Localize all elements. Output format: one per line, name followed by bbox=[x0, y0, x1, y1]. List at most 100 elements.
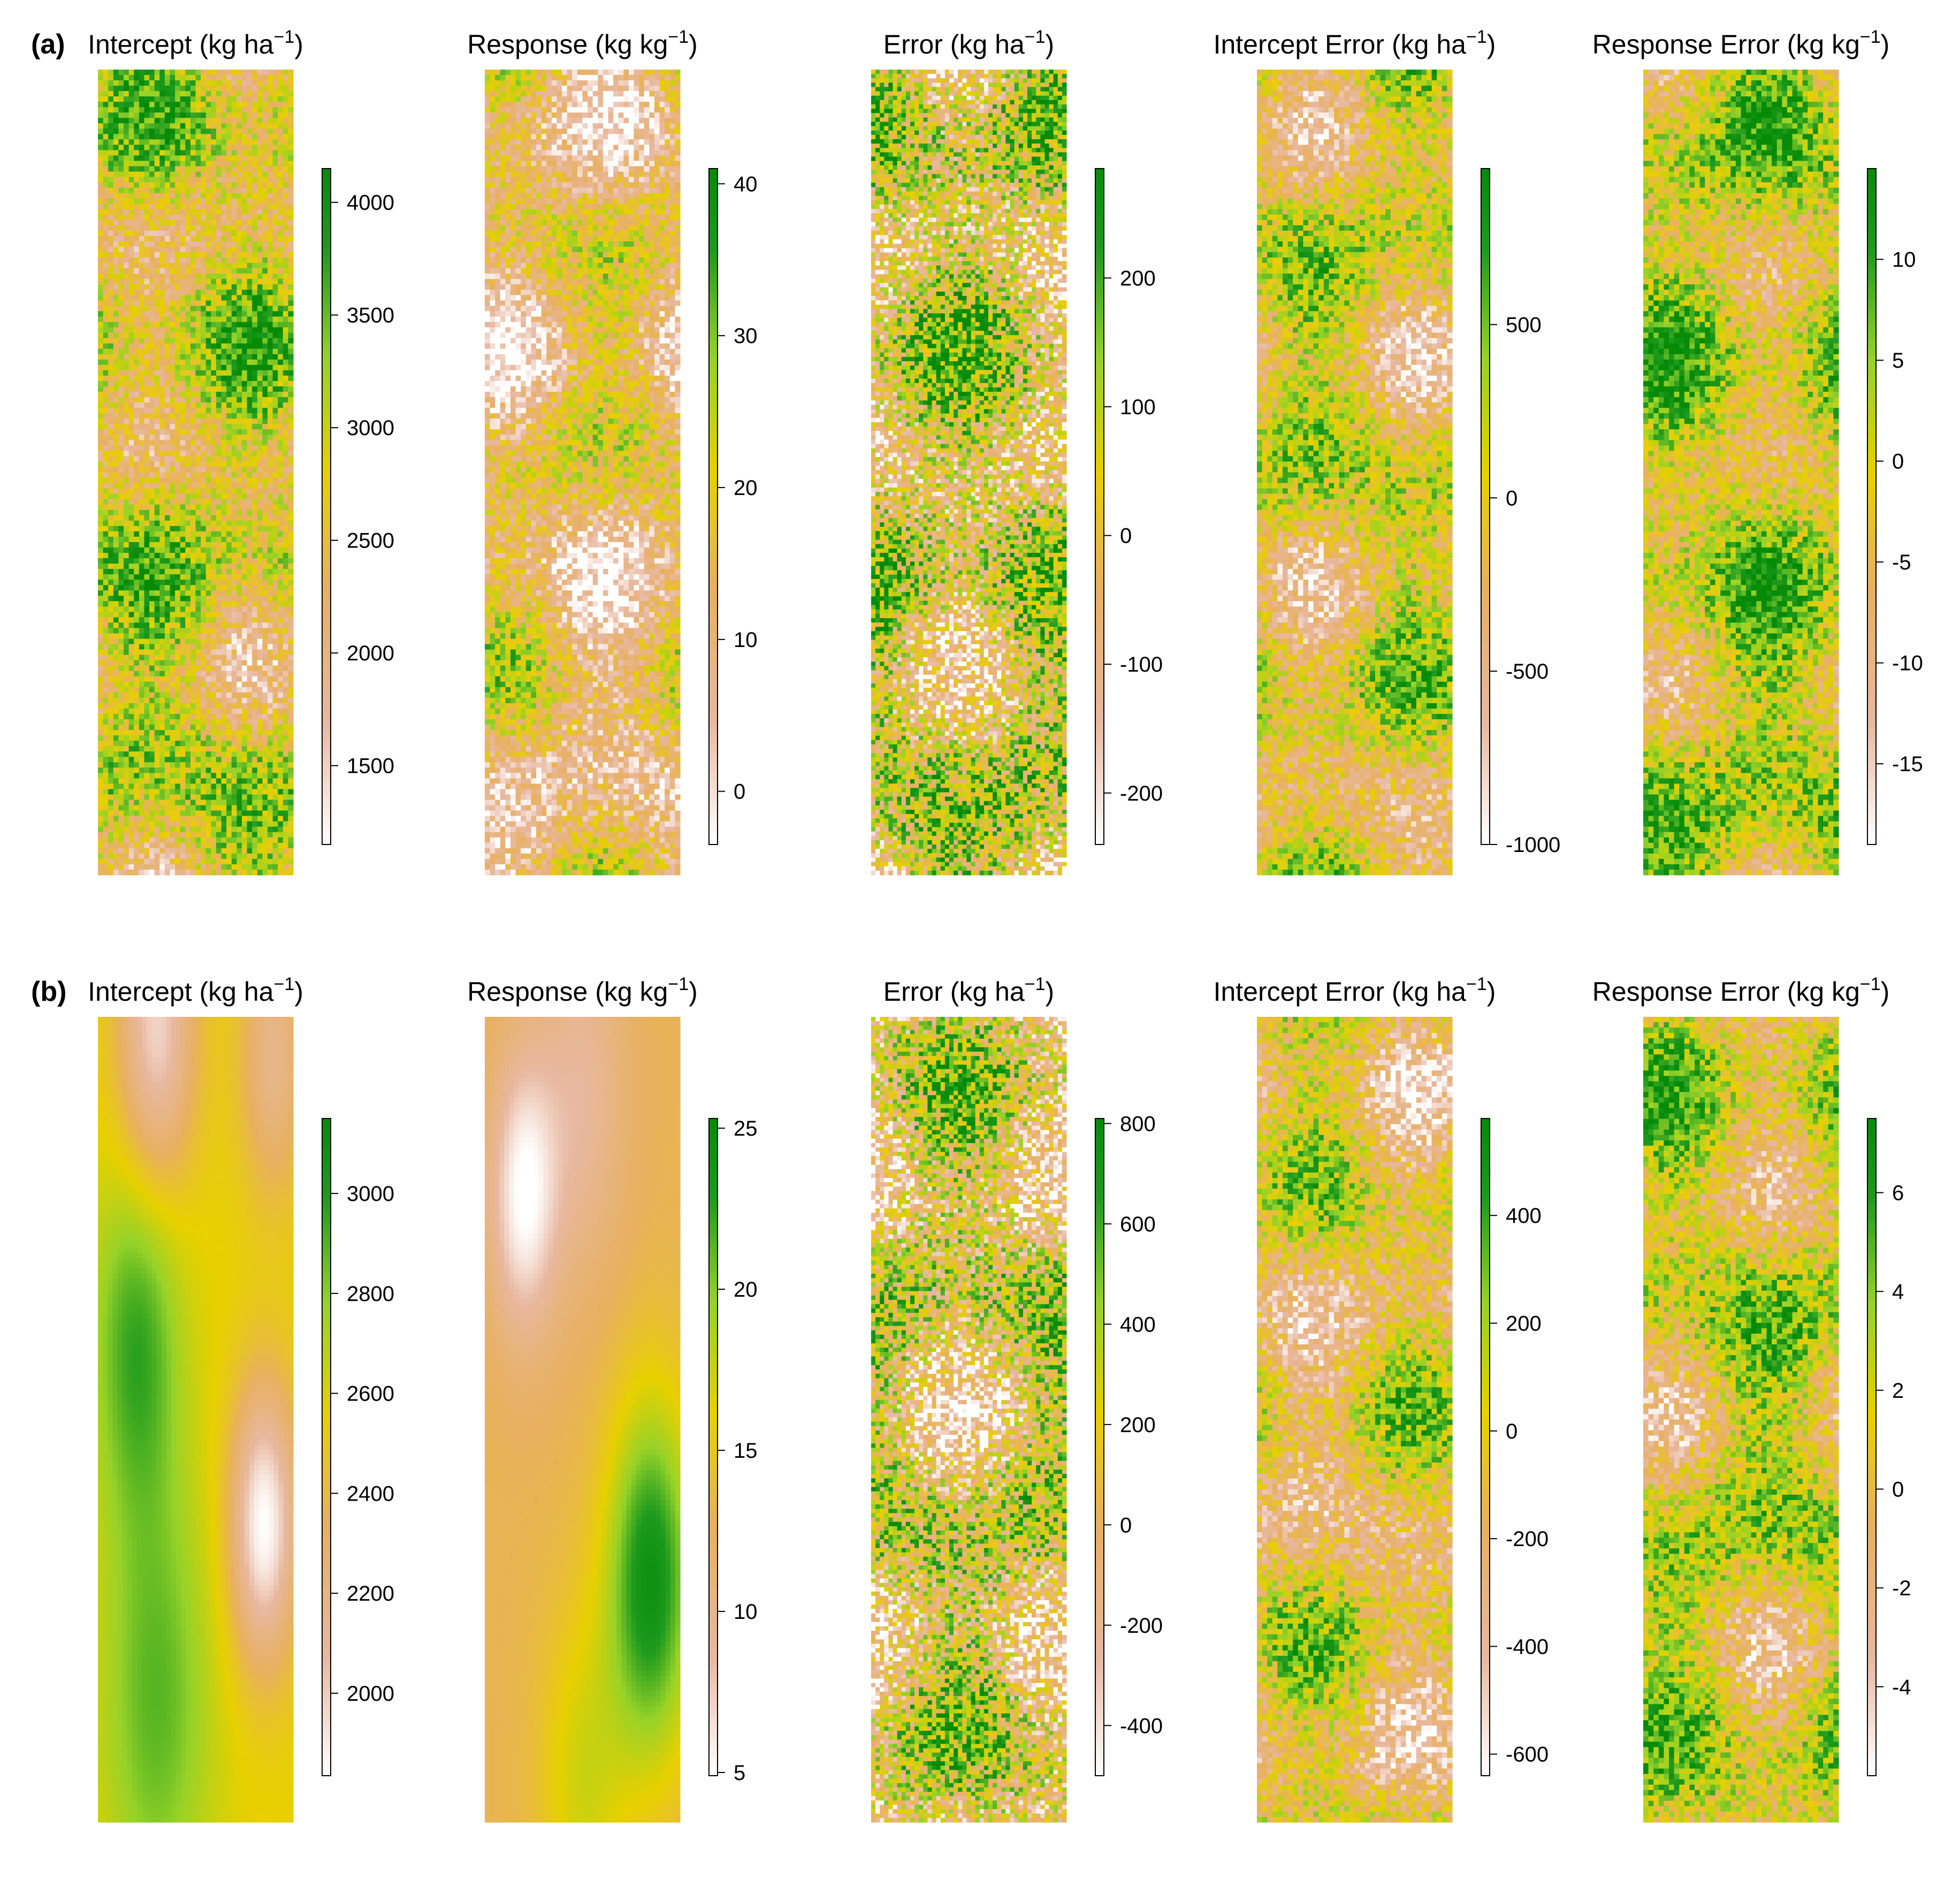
heatmap-cell bbox=[118, 112, 124, 118]
heatmap-cell bbox=[155, 102, 160, 108]
heatmap-cell bbox=[232, 273, 237, 279]
heatmap-cell bbox=[237, 166, 242, 172]
heatmap-cell bbox=[262, 172, 268, 178]
heatmap-cell bbox=[185, 80, 190, 86]
heatmap-cell bbox=[278, 172, 283, 178]
heatmap-cell bbox=[201, 273, 206, 279]
heatmap-cell bbox=[139, 241, 144, 247]
heatmap-cell bbox=[124, 241, 129, 247]
heatmap-cell bbox=[155, 241, 160, 247]
heatmap-cell bbox=[170, 209, 175, 215]
heatmap-cell bbox=[288, 252, 293, 258]
heatmap-cell bbox=[108, 225, 113, 231]
heatmap-cell bbox=[222, 257, 227, 263]
heatmap-cell bbox=[129, 225, 134, 231]
heatmap-cell bbox=[237, 75, 242, 81]
heatmap-cell bbox=[247, 236, 253, 242]
heatmap-cell bbox=[118, 91, 124, 97]
heatmap-cell bbox=[226, 204, 232, 210]
heatmap-cell bbox=[170, 300, 175, 306]
heatmap-cell bbox=[252, 300, 257, 306]
heatmap-cell bbox=[273, 107, 278, 113]
heatmap-cell bbox=[113, 75, 119, 81]
heatmap-cell bbox=[98, 139, 103, 145]
heatmap-cell bbox=[196, 247, 201, 253]
heatmap-cell bbox=[134, 86, 139, 92]
heatmap-cell bbox=[237, 215, 242, 220]
heatmap-cell bbox=[185, 128, 190, 134]
heatmap-cell bbox=[273, 91, 278, 97]
heatmap-cell bbox=[226, 209, 232, 215]
heatmap-cell bbox=[180, 156, 186, 162]
heatmap-cell bbox=[134, 273, 139, 279]
heatmap-cell bbox=[98, 188, 103, 194]
heatmap-cell bbox=[257, 144, 263, 150]
heatmap-cell bbox=[278, 231, 283, 237]
heatmap-cell bbox=[216, 144, 222, 150]
heatmap-cell bbox=[257, 172, 263, 178]
heatmap-cell bbox=[222, 166, 227, 172]
heatmap-cell bbox=[226, 182, 232, 188]
heatmap-cell bbox=[257, 263, 263, 269]
heatmap-cell bbox=[185, 123, 190, 129]
heatmap-cell bbox=[108, 209, 113, 215]
heatmap-cell bbox=[185, 273, 190, 279]
heatmap-cell bbox=[206, 284, 211, 290]
heatmap-cell bbox=[129, 161, 134, 167]
heatmap-cell bbox=[180, 144, 186, 150]
heatmap-cell bbox=[103, 161, 109, 167]
heatmap-cell bbox=[247, 257, 253, 263]
heatmap-cell bbox=[129, 252, 134, 258]
heatmap-cell bbox=[288, 204, 293, 210]
heatmap-cell bbox=[206, 236, 211, 242]
heatmap-cell bbox=[196, 139, 201, 145]
heatmap-cell bbox=[149, 134, 155, 140]
heatmap-cell bbox=[180, 118, 186, 124]
heatmap-cell bbox=[144, 231, 149, 237]
heatmap-cell bbox=[165, 236, 170, 242]
heatmap-cell bbox=[288, 123, 293, 129]
heatmap-cell bbox=[201, 247, 206, 253]
heatmap-cell bbox=[273, 247, 278, 253]
heatmap-cell bbox=[268, 166, 273, 172]
heatmap-cell bbox=[124, 311, 129, 317]
heatmap-cell bbox=[288, 215, 293, 220]
heatmap-cell bbox=[216, 96, 222, 102]
heatmap-cell bbox=[222, 102, 227, 108]
heatmap-cell bbox=[98, 263, 103, 269]
heatmap-cell bbox=[257, 75, 263, 81]
heatmap-cell bbox=[185, 225, 190, 231]
heatmap-cell bbox=[139, 311, 144, 317]
heatmap-cell bbox=[262, 96, 268, 102]
heatmap-cell bbox=[118, 273, 124, 279]
heatmap-cell bbox=[216, 295, 222, 301]
heatmap-cell bbox=[232, 188, 237, 194]
heatmap-cell bbox=[196, 193, 201, 199]
heatmap-cell bbox=[252, 290, 257, 295]
heatmap-cell bbox=[190, 231, 196, 237]
heatmap-cell bbox=[283, 86, 288, 92]
heatmap-cell bbox=[155, 295, 160, 301]
heatmap-cell bbox=[237, 231, 242, 237]
heatmap-cell bbox=[144, 236, 149, 242]
heatmap-cell bbox=[185, 215, 190, 220]
heatmap-cell bbox=[226, 144, 232, 150]
heatmap-cell bbox=[216, 236, 222, 242]
heatmap-cell bbox=[262, 80, 268, 86]
heatmap-cell bbox=[288, 96, 293, 102]
heatmap-cell bbox=[262, 273, 268, 279]
heatmap-cell bbox=[180, 290, 186, 295]
heatmap-cell bbox=[257, 150, 263, 156]
heatmap-cell bbox=[273, 134, 278, 140]
heatmap-cell bbox=[283, 290, 288, 295]
heatmap-cell bbox=[139, 156, 144, 162]
heatmap-cell bbox=[278, 123, 283, 129]
heatmap-cell bbox=[273, 172, 278, 178]
heatmap-cell bbox=[190, 204, 196, 210]
heatmap-cell bbox=[252, 204, 257, 210]
heatmap-cell bbox=[206, 86, 211, 92]
heatmap-cell bbox=[108, 107, 113, 113]
heatmap-cell bbox=[216, 257, 222, 263]
heatmap-cell bbox=[222, 123, 227, 129]
heatmap-cell bbox=[211, 231, 216, 237]
